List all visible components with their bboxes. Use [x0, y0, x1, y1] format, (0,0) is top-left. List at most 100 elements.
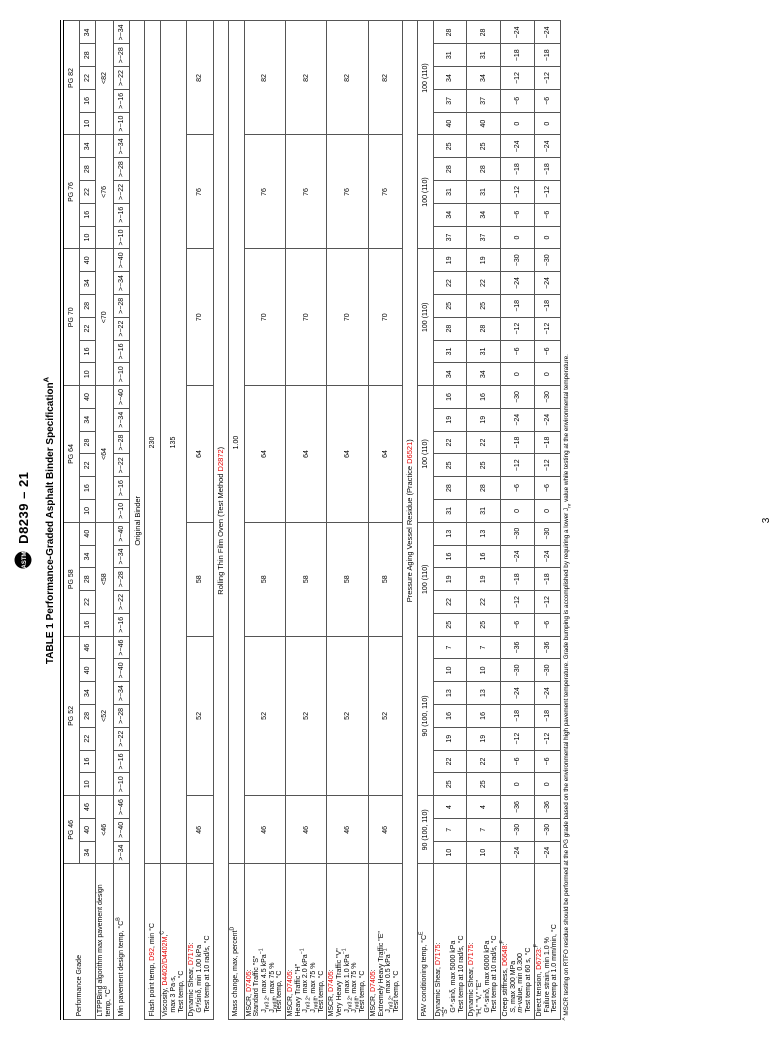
cell: PG 46: [62, 796, 80, 864]
cell: −6: [534, 340, 560, 363]
cell: −24: [534, 841, 560, 864]
cell: 46: [327, 796, 368, 864]
cell: Dynamic Shear, D7175:"H," "V," "E" G*·si…: [467, 864, 501, 1020]
cell: 28: [80, 158, 96, 181]
cell: 31: [433, 340, 467, 363]
cell: 16: [80, 477, 96, 500]
cell: >−40: [114, 659, 130, 682]
cell: 31: [467, 500, 501, 523]
cell: 100 (110): [417, 249, 433, 386]
cell: >−16: [114, 340, 130, 363]
cell: −30: [501, 249, 535, 272]
cell: −18: [501, 44, 535, 67]
cell: 31: [467, 181, 501, 204]
cell: 40: [80, 249, 96, 272]
cell: −36: [501, 796, 535, 819]
cell: >−28: [114, 158, 130, 181]
cell: −30: [534, 249, 560, 272]
cell: 70: [368, 249, 402, 386]
cell: −12: [534, 181, 560, 204]
cell: 0: [501, 773, 535, 796]
cell: Dynamic Shear, D7175: G*/sinδ, min 1.00 …: [187, 864, 213, 1020]
cell: >−22: [114, 591, 130, 614]
cell: 34: [80, 272, 96, 295]
cell: 70: [327, 249, 368, 386]
cell: 19: [467, 727, 501, 750]
cell: 28: [467, 158, 501, 181]
cell: −30: [501, 522, 535, 545]
cell: 19: [467, 568, 501, 591]
cell: 22: [467, 750, 501, 773]
cell: 0: [501, 500, 535, 523]
table-title: TABLE 1 Performance-Graded Asphalt Binde…: [45, 0, 56, 1041]
cell: <52: [96, 636, 114, 795]
cell: 16: [80, 750, 96, 773]
cell: −6: [534, 750, 560, 773]
cell: 10: [80, 363, 96, 386]
cell: −6: [501, 203, 535, 226]
cell: 90 (100, 110): [417, 636, 433, 795]
cell: 34: [80, 21, 96, 44]
cell: −24: [501, 135, 535, 158]
cell: 0: [501, 112, 535, 135]
cell: >−40: [114, 818, 130, 841]
cell: 13: [433, 682, 467, 705]
cell: >−34: [114, 21, 130, 44]
cell: 7: [467, 636, 501, 659]
cell: 28: [467, 477, 501, 500]
cell: −24: [501, 682, 535, 705]
cell: 13: [433, 522, 467, 545]
cell: −12: [501, 317, 535, 340]
cell: −24: [501, 841, 535, 864]
cell: −30: [501, 818, 535, 841]
cell: 34: [80, 408, 96, 431]
cell: 28: [80, 568, 96, 591]
cell: 28: [433, 317, 467, 340]
cell: 52: [285, 636, 326, 795]
cell: 7: [433, 636, 467, 659]
cell: −30: [501, 386, 535, 409]
cell: −30: [534, 659, 560, 682]
cell: 31: [467, 340, 501, 363]
cell: 19: [467, 249, 501, 272]
cell: Flash point temp, D92, min °C: [145, 864, 161, 1020]
cell: −24: [534, 21, 560, 44]
cell: 22: [80, 67, 96, 90]
cell: 16: [467, 386, 501, 409]
cell: >−10: [114, 226, 130, 249]
cell: 34: [433, 363, 467, 386]
cell: −6: [534, 89, 560, 112]
cell: >−22: [114, 181, 130, 204]
cell: >−28: [114, 431, 130, 454]
cell: 34: [467, 203, 501, 226]
cell: −18: [534, 294, 560, 317]
cell: <76: [96, 135, 114, 249]
cell: −6: [501, 750, 535, 773]
cell: 90 (100, 110): [417, 796, 433, 864]
cell: −12: [534, 317, 560, 340]
svg-text:ASTM: ASTM: [22, 552, 28, 569]
cell: 28: [467, 21, 501, 44]
cell: >−34: [114, 841, 130, 864]
cell: LTPPBind algorithm max pavement design t…: [96, 864, 114, 1020]
cell: −6: [501, 89, 535, 112]
cell: 76: [368, 135, 402, 249]
cell: >−34: [114, 408, 130, 431]
cell: 64: [327, 386, 368, 523]
cell: <46: [96, 796, 114, 864]
page-header: ASTM D8239 – 21: [0, 0, 35, 1041]
cell: 0: [534, 500, 560, 523]
cell: 10: [433, 659, 467, 682]
cell: 34: [80, 545, 96, 568]
cell: 28: [467, 317, 501, 340]
cell: 100 (110): [417, 21, 433, 135]
cell: 25: [433, 613, 467, 636]
cell: 7: [433, 818, 467, 841]
cell: 46: [244, 796, 285, 864]
cell: 10: [80, 226, 96, 249]
cell: 64: [244, 386, 285, 523]
cell: 19: [433, 568, 467, 591]
cell: >−34: [114, 545, 130, 568]
cell: 22: [433, 750, 467, 773]
cell: −6: [534, 613, 560, 636]
